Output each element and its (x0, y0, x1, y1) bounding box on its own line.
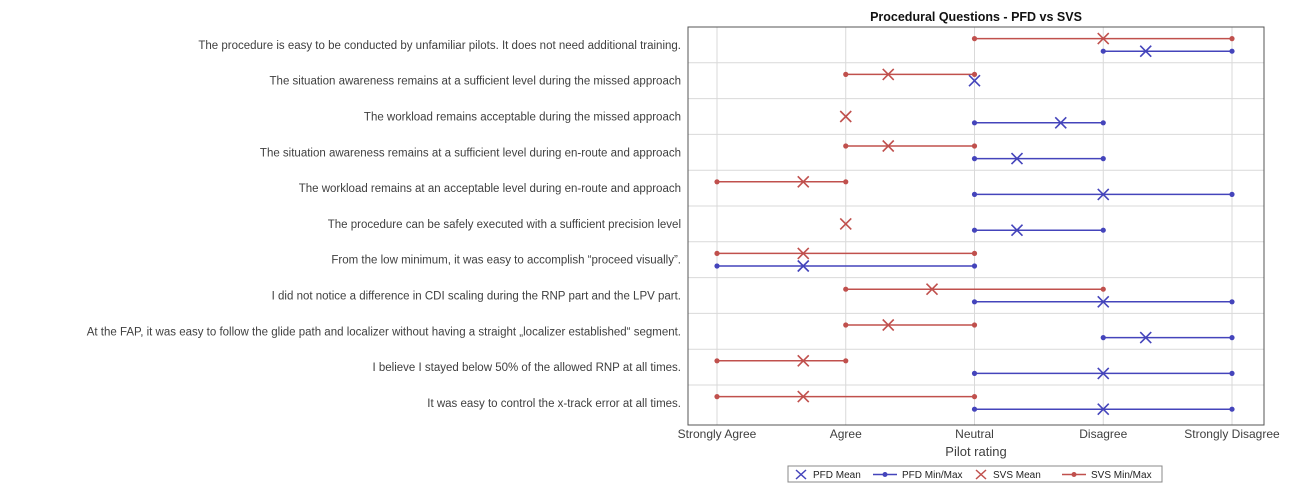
svs-max-marker (1100, 286, 1106, 292)
pfd-mean-marker (1097, 403, 1110, 416)
data-series (714, 32, 1235, 416)
question-labels: The procedure is easy to be conducted by… (87, 40, 681, 410)
svs-min-marker (843, 322, 849, 328)
svs-mean-marker (882, 139, 895, 153)
svs-min-marker (714, 394, 720, 400)
svs-max-marker (971, 250, 978, 256)
pfd-max-marker (1229, 335, 1235, 341)
svs-min-marker (714, 179, 720, 185)
svs-mean-marker (925, 283, 939, 296)
x-tick-labels: Strongly Agree Agree Neutral Disagree Strong… (678, 427, 1280, 441)
svs-min-marker (714, 250, 720, 256)
legend: PFD Mean PFD Min/Max SVS Mean SVS Min/Ma… (787, 465, 1163, 483)
legend-pfd-minmax: PFD Min/Max (902, 470, 963, 481)
pfd-mean-marker (1097, 188, 1110, 201)
legend-svs-minmax: SVS Min/Max (1091, 470, 1152, 481)
legend-pfd-minmax-symbol (873, 472, 897, 477)
svs-min-marker (971, 36, 978, 42)
question-label: I did not notice a difference in CDI sca… (272, 291, 681, 303)
pfd-min-marker (714, 263, 720, 269)
pfd-min-marker (971, 227, 978, 233)
pfd-mean-marker (1097, 295, 1110, 308)
svs-mean-marker (797, 390, 810, 403)
pfd-max-marker (1229, 299, 1235, 305)
pfd-min-marker (1100, 48, 1106, 54)
svs-min-marker (843, 286, 849, 292)
pfd-min-marker (1100, 335, 1106, 341)
pfd-mean-marker (797, 259, 810, 273)
svs-min-marker (714, 358, 720, 364)
question-label: From the low minimum, it was easy to acc… (331, 255, 681, 267)
svs-max-marker (971, 143, 978, 149)
svs-max-marker (971, 71, 978, 77)
plot-frame (687, 26, 1265, 426)
chart-title: Procedural Questions - PFD vs SVS (870, 10, 1082, 24)
svs-mean-marker (797, 354, 810, 367)
pfd-min-marker (971, 120, 978, 126)
pfd-max-marker (1100, 156, 1106, 162)
question-label: The workload remains at an acceptable le… (299, 183, 681, 195)
pfd-max-marker (971, 263, 978, 269)
pfd-max-marker (1100, 120, 1106, 126)
legend-pfd-mean-symbol (795, 469, 807, 480)
question-label: The procedure can be safely executed wit… (328, 219, 681, 231)
x-tick-label: Neutral (955, 427, 994, 441)
grid (688, 27, 1264, 425)
question-label: The workload remains acceptable during t… (364, 112, 681, 124)
svs-max-marker (843, 358, 849, 364)
svs-mean-marker (839, 217, 852, 230)
pfd-max-marker (1100, 227, 1106, 233)
pfd-min-marker (971, 156, 978, 162)
pfd-min-marker (971, 370, 978, 376)
question-label: At the FAP, it was easy to follow the gl… (87, 326, 681, 338)
svs-mean-marker (797, 175, 810, 188)
pfd-mean-marker (1010, 224, 1024, 237)
question-label: It was easy to control the x-track error… (427, 398, 681, 410)
svs-max-marker (843, 179, 849, 185)
question-label: The situation awareness remains at a suf… (270, 76, 681, 88)
svs-max-marker (971, 394, 978, 400)
legend-box (787, 465, 1163, 483)
legend-svs-minmax-symbol (1062, 472, 1086, 477)
svs-mean-marker (797, 247, 810, 260)
x-tick-label: Strongly Disagree (1184, 427, 1280, 441)
svs-max-marker (971, 322, 978, 328)
pfd-mean-marker (968, 74, 981, 87)
svs-mean-marker (882, 68, 895, 81)
pfd-mean-marker (1139, 331, 1152, 344)
pfd-min-marker (971, 299, 978, 305)
pfd-min-marker (971, 191, 978, 197)
legend-svs-mean-symbol (975, 469, 987, 480)
pfd-max-marker (1229, 48, 1235, 54)
svs-min-marker (843, 71, 849, 77)
pfd-mean-marker (1010, 152, 1024, 165)
pfd-mean-marker (1097, 367, 1110, 380)
question-label: The situation awareness remains at a suf… (260, 147, 681, 159)
legend-svs-mean: SVS Mean (993, 470, 1041, 481)
svs-mean-marker (882, 318, 895, 332)
question-label: The procedure is easy to be conducted by… (198, 40, 681, 52)
x-tick-label: Agree (830, 427, 862, 441)
question-label: I believe I stayed below 50% of the allo… (372, 362, 681, 374)
svs-max-marker (1229, 36, 1235, 42)
svs-min-marker (843, 143, 849, 149)
pfd-max-marker (1229, 406, 1235, 412)
pfd-max-marker (1229, 370, 1235, 376)
svs-mean-marker (1097, 32, 1110, 45)
pfd-mean-marker (1054, 116, 1067, 129)
x-tick-label: Disagree (1079, 427, 1127, 441)
x-tick-label: Strongly Agree (678, 427, 757, 441)
pfd-min-marker (971, 406, 978, 412)
pfd-max-marker (1229, 191, 1235, 197)
pfd-mean-marker (1139, 45, 1152, 58)
legend-pfd-mean: PFD Mean (813, 470, 861, 481)
svs-mean-marker (839, 110, 852, 123)
x-axis-title: Pilot rating (945, 444, 1006, 459)
